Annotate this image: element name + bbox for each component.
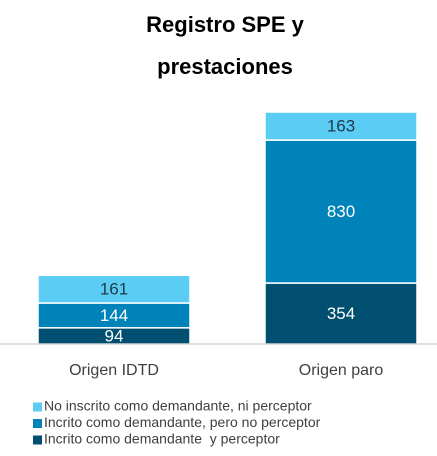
chart-title: prestaciones — [157, 54, 293, 79]
x-tick-label: Origen paro — [299, 362, 384, 379]
value-label: 354 — [327, 304, 355, 323]
value-label: 144 — [100, 306, 128, 325]
bar-segment — [37, 274, 191, 304]
value-label: 830 — [327, 202, 355, 221]
chart-title: Registro SPE y — [146, 12, 304, 37]
legend-swatch — [33, 435, 42, 445]
value-label: 161 — [100, 280, 128, 299]
legend-label: No inscrito como demandante, ni percepto… — [44, 398, 312, 414]
bar-segment — [264, 111, 418, 141]
legend-label: Incrito como demandante y perceptor — [44, 431, 280, 447]
bar-segment — [37, 302, 191, 329]
bar-segment — [264, 139, 418, 284]
legend-label: Incrito como demandante, pero no percept… — [44, 414, 321, 430]
value-label: 94 — [105, 326, 124, 345]
legend-swatch — [33, 402, 42, 412]
x-tick-label: Origen IDTD — [69, 362, 159, 379]
value-label: 163 — [327, 117, 355, 136]
bar-segment — [264, 282, 418, 345]
legend-swatch — [33, 419, 42, 428]
